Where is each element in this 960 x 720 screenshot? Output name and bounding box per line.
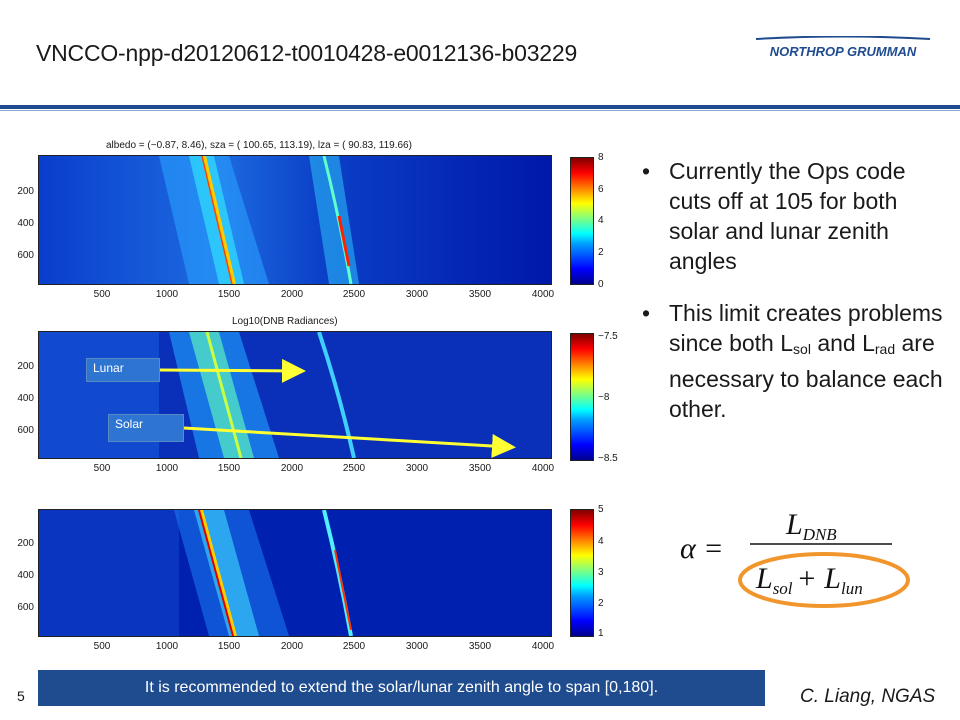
panel-1-xtick: 1500 bbox=[217, 289, 241, 300]
northrop-grumman-logo: NORTHROP GRUMMAN bbox=[755, 36, 931, 59]
panel-1-xtick: 1000 bbox=[155, 289, 179, 300]
panel-1-ytick: 200 bbox=[17, 186, 34, 197]
panel-3-xtick: 1000 bbox=[155, 641, 179, 652]
panel-1-xtick: 4000 bbox=[531, 289, 555, 300]
panel-3-xtick: 3000 bbox=[405, 641, 429, 652]
panel-3-image bbox=[39, 510, 551, 636]
albedo-formula: α = LDNB Lsol + Llun bbox=[680, 508, 910, 608]
panel-3-colorbar bbox=[570, 509, 594, 637]
panel-3-xtick: 2500 bbox=[342, 641, 366, 652]
formula-plus: + L bbox=[797, 562, 841, 595]
formula-lhs: α = bbox=[680, 532, 724, 565]
panel-1-xtick: 2000 bbox=[280, 289, 304, 300]
solar-callout: Solar bbox=[108, 414, 184, 442]
panel-1-cbar-tick: 6 bbox=[598, 184, 604, 195]
slide-title: VNCCO-npp-d20120612-t0010428-e0012136-b0… bbox=[36, 40, 578, 66]
panel-2-xtick: 1000 bbox=[155, 463, 179, 474]
panel-3-ytick: 600 bbox=[17, 602, 34, 613]
bullet-ops-cutoff: Currently the Ops code cuts off at 105 f… bbox=[636, 156, 946, 276]
bullet-list: Currently the Ops code cuts off at 105 f… bbox=[636, 156, 946, 446]
svg-text:LDNB: LDNB bbox=[785, 508, 837, 544]
panel-2-xtick: 500 bbox=[93, 463, 111, 474]
panel-1-heatmap bbox=[38, 155, 552, 285]
title-divider bbox=[0, 105, 960, 109]
panel-3-ytick: 200 bbox=[17, 538, 34, 549]
author-credit: C. Liang, NGAS bbox=[800, 686, 936, 707]
svg-text:Lsol+ Llun: Lsol + Llun bbox=[755, 562, 863, 598]
panel-1-cbar-tick: 8 bbox=[598, 152, 604, 163]
panel-1-xtick: 3500 bbox=[468, 289, 492, 300]
panel-1-colorbar bbox=[570, 157, 594, 285]
panel-3-cbar-tick: 5 bbox=[598, 504, 604, 515]
panel-2-title: Log10(DNB Radiances) bbox=[232, 316, 338, 327]
panel-3-cbar-tick: 2 bbox=[598, 598, 604, 609]
lunar-callout: Lunar bbox=[86, 358, 160, 382]
panel-2-xtick: 3500 bbox=[468, 463, 492, 474]
panel-1-xtick: 3000 bbox=[405, 289, 429, 300]
bullet-limit-problems: This limit creates problems since both L… bbox=[636, 298, 946, 424]
formula-den-sub2: lun bbox=[841, 579, 863, 598]
formula-den-l1: L bbox=[755, 562, 773, 595]
panel-1-title: albedo = (−0.87, 8.46), sza = ( 100.65, … bbox=[106, 140, 412, 151]
panel-2-xtick: 4000 bbox=[531, 463, 555, 474]
panel-3-cbar-tick: 4 bbox=[598, 536, 604, 547]
panel-3-cbar-tick: 1 bbox=[598, 628, 604, 639]
panel-2-cbar-tick: −7.5 bbox=[598, 331, 618, 342]
panel-2-ytick: 200 bbox=[17, 361, 34, 372]
panel-3-xtick: 2000 bbox=[280, 641, 304, 652]
panel-1-xtick: 500 bbox=[93, 289, 111, 300]
formula-numerator-sub: DNB bbox=[802, 525, 838, 544]
panel-1-cbar-tick: 4 bbox=[598, 215, 604, 226]
panel-2-xtick: 2500 bbox=[342, 463, 366, 474]
panel-3-xtick: 3500 bbox=[468, 641, 492, 652]
panel-2-ytick: 400 bbox=[17, 393, 34, 404]
panel-2-colorbar bbox=[570, 333, 594, 461]
panel-2-cbar-tick: −8 bbox=[598, 392, 610, 403]
title-divider-thin bbox=[0, 110, 960, 111]
panel-2-xtick: 1500 bbox=[217, 463, 241, 474]
panel-2-xtick: 2000 bbox=[280, 463, 304, 474]
panel-1-ytick: 400 bbox=[17, 218, 34, 229]
panel-1-cbar-tick: 0 bbox=[598, 279, 604, 290]
page-number: 5 bbox=[17, 688, 25, 704]
recommendation-banner: It is recommended to extend the solar/lu… bbox=[38, 670, 765, 706]
formula-den-sub1: sol bbox=[773, 579, 793, 598]
panel-3-xtick: 1500 bbox=[217, 641, 241, 652]
panel-1-cbar-tick: 2 bbox=[598, 247, 604, 258]
panel-3-ytick: 400 bbox=[17, 570, 34, 581]
panel-1-ytick: 600 bbox=[17, 250, 34, 261]
logo-text: NORTHROP GRUMMAN bbox=[770, 44, 917, 59]
panel-3-cbar-tick: 3 bbox=[598, 567, 604, 578]
panel-2-ytick: 600 bbox=[17, 425, 34, 436]
panel-1-xtick: 2500 bbox=[342, 289, 366, 300]
panel-3-heatmap bbox=[38, 509, 552, 637]
panel-2-xtick: 3000 bbox=[405, 463, 429, 474]
panel-3-xtick: 500 bbox=[93, 641, 111, 652]
panel-2-cbar-tick: −8.5 bbox=[598, 453, 618, 464]
formula-numerator: L bbox=[785, 508, 803, 541]
panel-1-image bbox=[39, 156, 551, 284]
panel-3-xtick: 4000 bbox=[531, 641, 555, 652]
highlight-ellipse bbox=[738, 552, 910, 608]
